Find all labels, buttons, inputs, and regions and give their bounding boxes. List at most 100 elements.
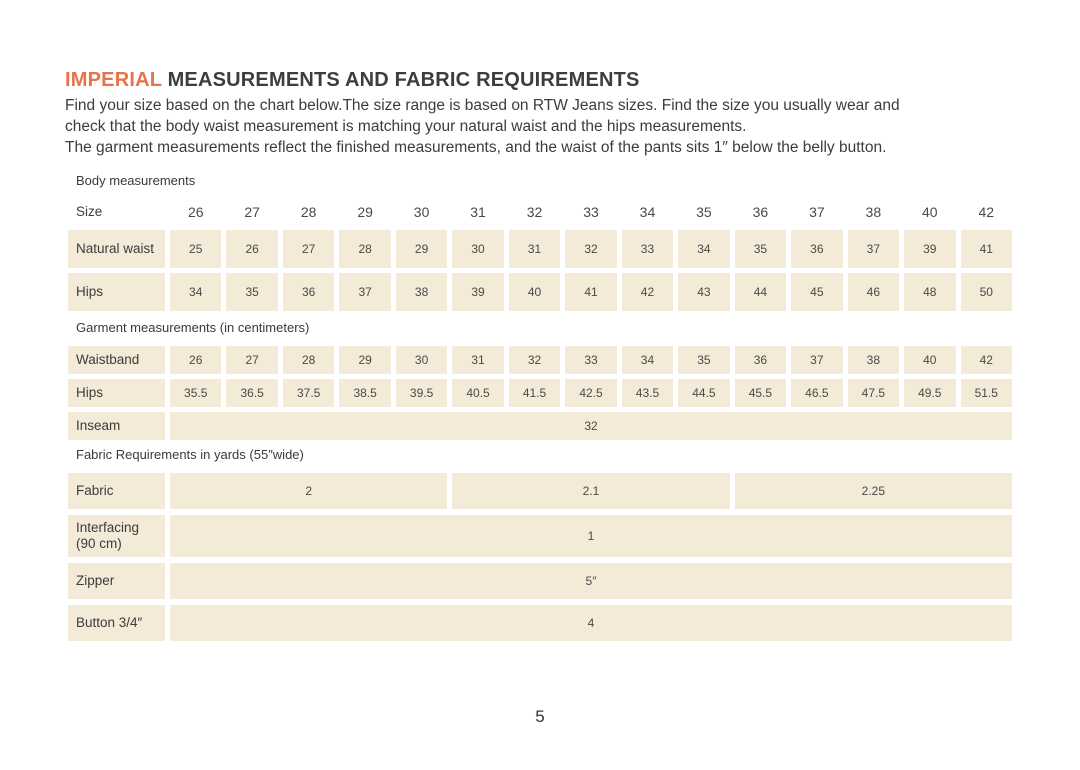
table-cell: 37	[791, 346, 843, 374]
intro-line: Find your size based on the chart below.…	[65, 97, 900, 114]
row-label-cell: Size	[76, 204, 103, 219]
row-label-cell: Inseam	[68, 412, 165, 440]
row-label-cell: Interfacing (90 cm)	[68, 515, 165, 557]
table-cell: 37	[847, 230, 900, 268]
table-cell: 37	[339, 273, 391, 311]
table-cell: 35	[678, 346, 730, 374]
row-label-cell: Hips	[68, 273, 165, 311]
table-cell: 45.5	[734, 379, 787, 407]
table-cell: 29	[357, 204, 373, 220]
table-cell: 33	[565, 346, 617, 374]
table-cell: 41.5	[508, 379, 561, 407]
table-cell: 25	[170, 230, 222, 268]
title-highlight: IMPERIAL	[65, 69, 162, 91]
table-cell: 32	[170, 412, 1012, 440]
table-cell: 37	[809, 204, 825, 220]
table-cell: 2.1	[452, 473, 730, 509]
table-cell: 30	[395, 346, 448, 374]
table-cell: 39	[904, 230, 956, 268]
table-cell: 41	[565, 273, 617, 311]
title-rest: MEASUREMENTS AND FABRIC REQUIREMENTS	[167, 69, 640, 91]
table-cell: 28	[339, 230, 391, 268]
table-cell: 45	[791, 273, 843, 311]
row-label-cell: Zipper	[68, 563, 165, 599]
table-row: Button 3/4″ 4	[68, 605, 1012, 641]
table-cell: 46.5	[791, 379, 843, 407]
table-cell: 40	[508, 273, 561, 311]
page-title: IMPERIAL MEASUREMENTS AND FABRIC REQUIRE…	[65, 68, 1015, 92]
table-cell: 2.25	[734, 473, 1012, 509]
table-cell: 44.5	[678, 379, 730, 407]
table-row: Interfacing (90 cm) 1	[68, 515, 1012, 557]
table-cell: 34	[621, 346, 674, 374]
intro-line: check that the body waist measurement is…	[65, 118, 747, 135]
table-cell: 33	[583, 204, 599, 220]
garment-measurements-label: Garment measurements (in centimeters)	[76, 320, 310, 335]
table-cell: 30	[413, 204, 430, 220]
table-cell: 26	[226, 230, 278, 268]
table-cell: 41	[960, 230, 1012, 268]
table-cell: 4	[170, 605, 1012, 641]
table-cell: 40	[904, 346, 956, 374]
table-cell: 5″	[170, 563, 1012, 599]
table-cell: 43	[678, 273, 730, 311]
table-cell: 31	[452, 346, 504, 374]
table-row: Size 26 27 28 29 30 31 32 33 34 35 36 37 38 40 42	[68, 199, 1012, 225]
table-cell: 29	[339, 346, 391, 374]
table-cell: 29	[395, 230, 448, 268]
row-label-cell: Waistband	[68, 346, 165, 374]
table-cell: 36	[734, 346, 787, 374]
body-measurements-label: Body measurements	[76, 173, 196, 188]
table-cell: 26	[170, 346, 222, 374]
table-cell: 28	[282, 346, 335, 374]
table-row: Hips 35.5 36.5 37.5 38.5 39.5 40.5 41.5 42.5 43.5…	[68, 379, 1012, 407]
table-cell: 27	[244, 204, 260, 220]
intro-text: Find your size based on the chart below.…	[65, 95, 1015, 158]
table-cell: 31	[470, 204, 486, 220]
table-row: Waistband 26 27 28 29 30 31 32 33 34 35 36 37 38 40 42	[68, 346, 1012, 374]
table-cell: 32	[565, 230, 617, 268]
table-cell: 39.5	[395, 379, 448, 407]
fabric-requirements-label: Fabric Requirements in yards (55″wide)	[76, 447, 304, 462]
table-cell: 26	[187, 204, 204, 220]
table-cell: 34	[678, 230, 730, 268]
table-cell: 42	[621, 273, 674, 311]
table-cell: 34	[170, 273, 222, 311]
table-cell: 43.5	[621, 379, 674, 407]
table-cell: 2	[170, 473, 448, 509]
table-row: Zipper 5″	[68, 563, 1012, 599]
table-cell: 40.5	[452, 379, 504, 407]
page-number: 5	[535, 707, 545, 726]
row-label-cell: Hips	[68, 379, 165, 407]
table-cell: 39	[452, 273, 504, 311]
body-measurements-section: Body measurements Size 26 27 28 29 30 31 32 33 34 3…	[68, 174, 1015, 311]
table-row: Inseam 32	[68, 412, 1012, 440]
table-cell: 50	[960, 273, 1012, 311]
table-cell: 31	[508, 230, 561, 268]
garment-measurements-section: Garment measurements (in centimeters) Wai…	[68, 321, 1015, 440]
table-cell: 34	[639, 204, 656, 220]
table-cell: 36	[791, 230, 843, 268]
row-label-cell: Natural waist	[68, 230, 165, 268]
table-cell: 28	[300, 204, 317, 220]
table-cell: 38.5	[339, 379, 391, 407]
table-cell: 36.5	[226, 379, 278, 407]
table-cell: 32	[526, 204, 543, 220]
table-cell: 27	[282, 230, 335, 268]
table-cell: 40	[922, 204, 938, 220]
row-label-cell: Fabric	[68, 473, 165, 509]
table-cell: 38	[865, 204, 882, 220]
table-cell: 37.5	[282, 379, 335, 407]
measurement-tables: Body measurements Size 26 27 28 29 30 31 32 33 34 3…	[68, 174, 1015, 641]
table-cell: 51.5	[960, 379, 1012, 407]
table-row: Hips 34 35 36 37 38 39 40 41 42 43 44 45 46 48 50	[68, 273, 1012, 311]
table-cell: 35	[696, 204, 712, 220]
table-cell: 27	[226, 346, 278, 374]
table-row: Fabric 2 2.1 2.25	[68, 473, 1012, 509]
table-cell: 35.5	[170, 379, 222, 407]
table-cell: 46	[847, 273, 900, 311]
table-cell: 36	[752, 204, 769, 220]
table-cell: 36	[282, 273, 335, 311]
fabric-requirements-section: Fabric Requirements in yards (55″wide) Fa…	[68, 448, 1015, 641]
table-cell: 42	[978, 204, 995, 220]
